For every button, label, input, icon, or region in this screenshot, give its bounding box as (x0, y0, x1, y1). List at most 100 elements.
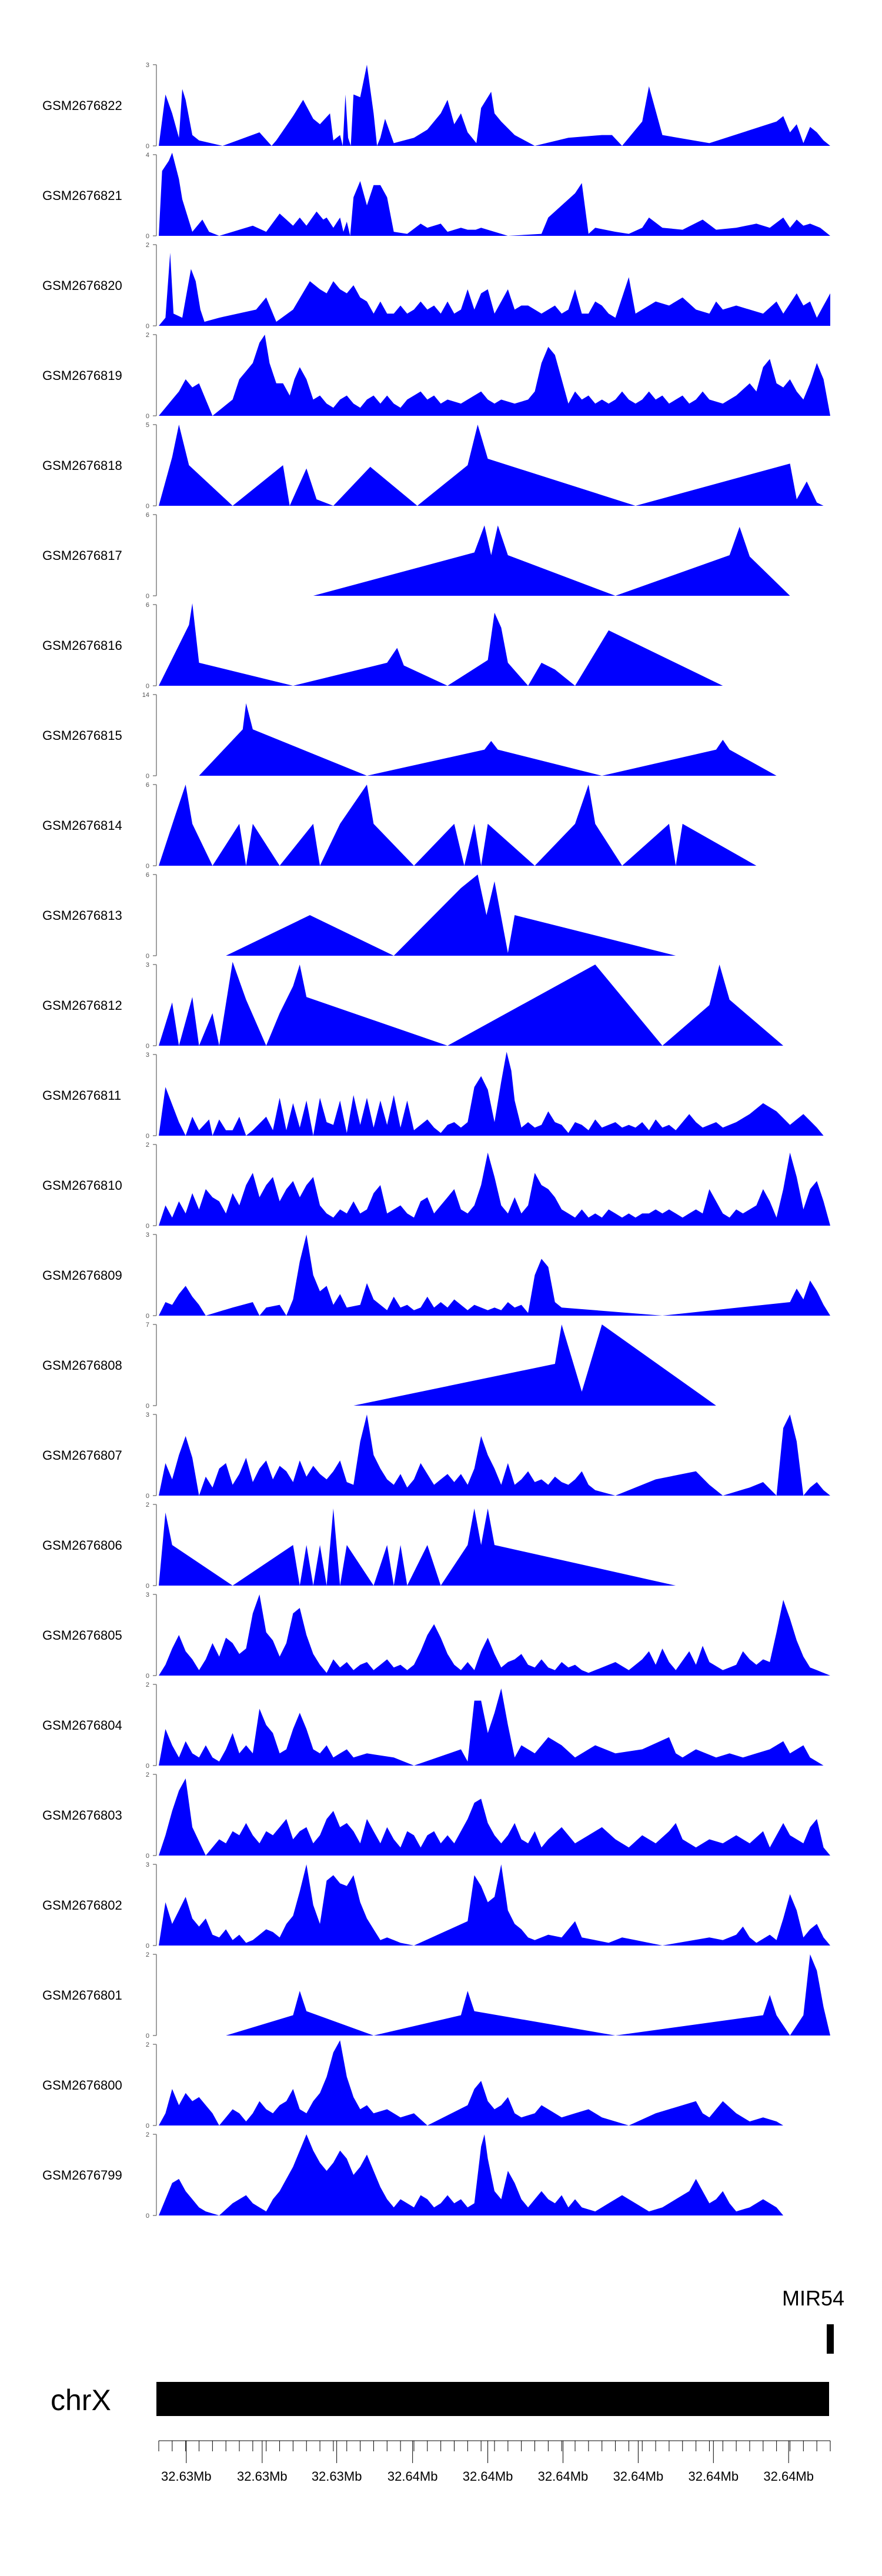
track-GSM2676815: GSM2676815 14 0 (42, 692, 777, 780)
track-GSM2676809: GSM2676809 3 0 (42, 1232, 830, 1320)
track-GSM2676804: GSM2676804 2 0 (42, 1681, 824, 1770)
track-label: GSM2676803 (42, 1808, 122, 1823)
track-y-min-label: 0 (146, 683, 149, 690)
track-y-min-label: 0 (146, 323, 149, 330)
track-label: GSM2676821 (42, 188, 122, 203)
track-y-min-label: 0 (146, 1853, 149, 1860)
coverage-tracks: GSM267682230GSM267682140GSM267682020GSM2… (42, 62, 831, 2220)
coverage-area (353, 1324, 716, 1406)
track-GSM2676805: GSM2676805 3 0 (42, 1591, 830, 1680)
gene-label: MIR54 (782, 2286, 844, 2310)
track-y-min-label: 0 (146, 1943, 149, 1950)
track-y-max-label: 6 (146, 602, 149, 609)
track-GSM2676817: GSM2676817 6 0 (42, 512, 790, 600)
coverage-area (159, 425, 824, 506)
track-y-max-label: 2 (146, 1681, 149, 1689)
track-label: GSM2676809 (42, 1268, 122, 1283)
track-label: GSM2676812 (42, 998, 122, 1013)
track-y-max-label: 2 (146, 242, 149, 249)
coverage-area (159, 335, 830, 416)
track-y-max-label: 2 (146, 2131, 149, 2138)
coverage-area (313, 525, 790, 596)
track-y-max-label: 2 (146, 1142, 149, 1149)
coverage-area (199, 703, 777, 776)
track-GSM2676819: GSM2676819 2 0 (42, 332, 830, 420)
track-y-max-label: 5 (146, 422, 149, 429)
genomic-axis-tick-label: 32.64Mb (613, 2469, 664, 2484)
track-label: GSM2676799 (42, 2168, 122, 2183)
track-GSM2676802: GSM2676802 3 0 (42, 1861, 830, 1950)
coverage-area (159, 603, 723, 686)
track-y-min-label: 0 (146, 1673, 149, 1680)
coverage-area (159, 152, 830, 236)
track-label: GSM2676816 (42, 638, 122, 653)
track-label: GSM2676810 (42, 1178, 122, 1193)
track-label: GSM2676814 (42, 818, 122, 833)
coverage-area (159, 1152, 830, 1226)
track-y-min-label: 0 (146, 413, 149, 420)
track-y-min-label: 0 (146, 593, 149, 600)
genomic-axis-tick-label: 32.64Mb (387, 2469, 438, 2484)
track-label: GSM2676807 (42, 1448, 122, 1463)
track-GSM2676800: GSM2676800 2 0 (42, 2040, 784, 2130)
genomic-axis-tick-label: 32.64Mb (688, 2469, 739, 2484)
track-label: GSM2676802 (42, 1898, 122, 1913)
track-y-min-label: 0 (146, 1043, 149, 1050)
track-y-max-label: 6 (146, 512, 149, 519)
track-y-max-label: 2 (146, 2041, 149, 2048)
track-GSM2676818: GSM2676818 5 0 (42, 422, 824, 510)
track-y-max-label: 4 (146, 152, 149, 159)
coverage-area (159, 1234, 830, 1316)
track-label: GSM2676813 (42, 908, 122, 923)
track-label: GSM2676817 (42, 548, 122, 563)
coverage-area (159, 962, 784, 1046)
coverage-area (159, 1778, 830, 1856)
coverage-area (159, 1052, 824, 1136)
track-y-max-label: 3 (146, 1861, 149, 1868)
track-label: GSM2676804 (42, 1718, 122, 1733)
coverage-area (159, 1414, 830, 1496)
track-GSM2676814: GSM2676814 6 0 (42, 782, 757, 870)
gene-feature-mark (827, 2324, 834, 2354)
track-label: GSM2676822 (42, 98, 122, 113)
track-label: GSM2676820 (42, 278, 122, 293)
track-y-min-label: 0 (146, 2213, 149, 2220)
coverage-area (159, 1864, 830, 1946)
track-GSM2676811: GSM2676811 3 0 (42, 1052, 824, 1140)
genomic-axis-tick-label: 32.63Mb (161, 2469, 212, 2484)
track-label: GSM2676815 (42, 728, 122, 743)
track-y-min-label: 0 (146, 503, 149, 510)
track-y-min-label: 0 (146, 143, 149, 150)
track-y-min-label: 0 (146, 1583, 149, 1590)
track-y-min-label: 0 (146, 233, 149, 240)
track-y-min-label: 0 (146, 1403, 149, 1410)
genomic-axis: 32.63Mb 32.63Mb 32.63Mb 32.64Mb 32.64Mb 32.64… (158, 2440, 831, 2484)
track-GSM2676812: GSM2676812 3 0 (42, 962, 784, 1050)
genomic-axis-tick-label: 32.64Mb (463, 2469, 513, 2484)
track-y-min-label: 0 (146, 2033, 149, 2040)
track-label: GSM2676801 (42, 1988, 122, 2003)
track-y-min-label: 0 (146, 1223, 149, 1230)
track-GSM2676807: GSM2676807 3 0 (42, 1412, 830, 1500)
track-GSM2676803: GSM2676803 2 0 (42, 1771, 830, 1860)
track-y-max-label: 3 (146, 62, 149, 69)
coverage-area (226, 1954, 831, 2036)
track-y-max-label: 2 (146, 1501, 149, 1509)
genomic-axis-tick-label: 32.64Mb (538, 2469, 589, 2484)
track-y-max-label: 3 (146, 1412, 149, 1419)
track-GSM2676806: GSM2676806 2 0 (42, 1501, 676, 1590)
track-y-max-label: 2 (146, 332, 149, 339)
track-GSM2676801: GSM2676801 2 0 (42, 1951, 831, 2040)
track-GSM2676821: GSM2676821 4 0 (42, 152, 830, 240)
track-label: GSM2676806 (42, 1538, 122, 1553)
track-y-max-label: 3 (146, 1052, 149, 1059)
coverage-area (159, 2040, 784, 2125)
track-y-max-label: 3 (146, 962, 149, 969)
track-label: GSM2676800 (42, 2078, 122, 2093)
track-label: GSM2676819 (42, 368, 122, 383)
track-GSM2676822: GSM2676822 3 0 (42, 62, 830, 150)
coverage-area (226, 875, 676, 956)
chromosome-ideogram-bar (156, 2382, 829, 2416)
track-GSM2676816: GSM2676816 6 0 (42, 602, 723, 690)
